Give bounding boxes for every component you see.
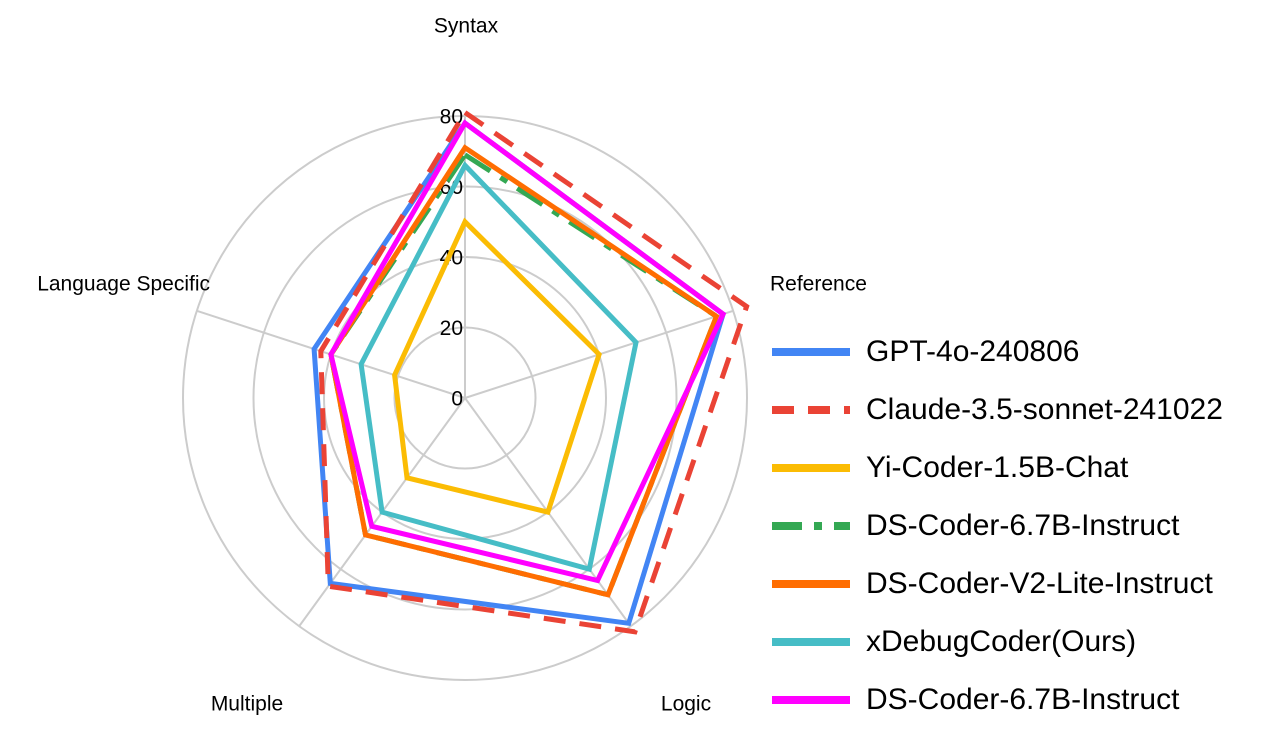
axis-label: Syntax: [434, 15, 499, 38]
legend-label: DS-Coder-6.7B-Instruct: [866, 683, 1180, 716]
axis-label: Reference: [770, 273, 867, 296]
legend-label: GPT-4o-240806: [866, 335, 1079, 368]
legend-label: DS-Coder-6.7B-Instruct: [866, 509, 1180, 542]
legend: GPT-4o-240806 Claude-3.5-sonnet-241022 Yi-…: [772, 335, 1223, 716]
series-polygon: [392, 217, 602, 516]
legend-label: xDebugCoder(Ours): [866, 625, 1136, 658]
axis-label: Multiple: [211, 693, 283, 716]
radial-tick-label: 0: [451, 388, 463, 411]
legend-label: Yi-Coder-1.5B-Chat: [866, 451, 1129, 484]
axis-label: Language Specific: [37, 273, 210, 296]
series-polygon: [358, 161, 639, 573]
series-polygon: [328, 119, 727, 584]
radar-grid: [182, 115, 748, 681]
radial-tick-label: 20: [440, 317, 463, 340]
legend-label: Claude-3.5-sonnet-241022: [866, 393, 1223, 426]
axis-label: Logic: [661, 693, 711, 716]
axis-labels: Syntax Reference Logic Multiple Language Spe…: [37, 15, 867, 716]
radar-series: [311, 108, 750, 635]
legend-label: DS-Coder-V2-Lite-Instruct: [866, 567, 1213, 600]
series-polygon: [318, 108, 750, 635]
